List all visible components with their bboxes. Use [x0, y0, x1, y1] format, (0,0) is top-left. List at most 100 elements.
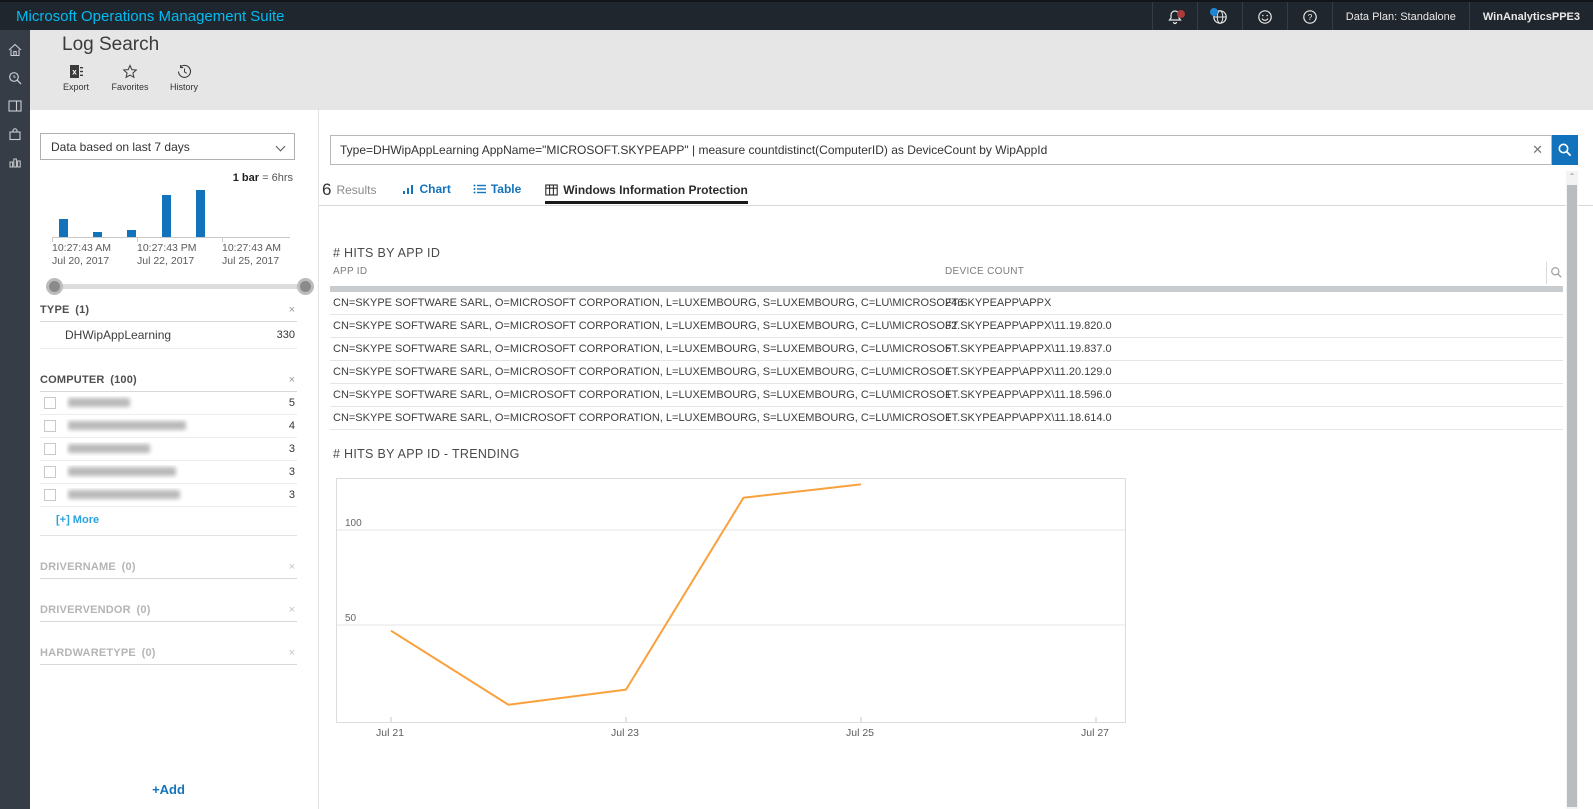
app-id-cell: CN=SKYPE SOFTWARE SARL, O=MICROSOFT CORP… [333, 389, 1112, 401]
close-icon[interactable]: × [288, 604, 295, 616]
redacted-computer-name [68, 490, 180, 499]
table-row[interactable]: CN=SKYPE SOFTWARE SARL, O=MICROSOFT CORP… [330, 315, 1563, 338]
globe-icon [1209, 8, 1229, 26]
filter-sections: TYPE (1) × DHWipAppLearning 330 COMPUTER (10… [40, 296, 297, 665]
search-button[interactable] [1552, 135, 1578, 165]
tab-wip-label: Windows Information Protection [563, 183, 748, 197]
table-search-icon[interactable] [1550, 266, 1563, 284]
tab-chart[interactable]: Chart [402, 182, 451, 198]
slider-handle-left[interactable] [46, 278, 63, 295]
scrollbar-thumb[interactable] [1567, 185, 1577, 807]
sidebar-item-dashboard[interactable] [0, 92, 30, 120]
checkbox[interactable] [44, 466, 56, 478]
filter-row[interactable]: 3 [40, 461, 297, 484]
close-icon[interactable]: × [288, 304, 295, 316]
table-row[interactable]: CN=SKYPE SOFTWARE SARL, O=MICROSOFT CORP… [330, 338, 1563, 361]
checkbox[interactable] [44, 489, 56, 501]
notification-badge [1176, 10, 1185, 18]
page-title: Log Search [62, 34, 160, 55]
bar-legend-rest: = 6hrs [262, 172, 293, 184]
x-axis-label: Jul 21 [375, 727, 405, 739]
column-header-app-id[interactable]: APP ID [333, 266, 368, 277]
histogram-bar[interactable] [196, 190, 205, 237]
trending-chart-title: # HITS BY APP ID - TRENDING [333, 447, 520, 461]
history-button[interactable]: History [162, 64, 206, 92]
favorites-button[interactable]: Favorites [108, 64, 152, 92]
column-header-device-count[interactable]: DEVICE COUNT [945, 266, 1025, 277]
globe-badge [1209, 8, 1218, 16]
add-filter-button[interactable]: +Add [152, 782, 185, 797]
header-separator [1546, 262, 1547, 284]
slider-handle-right[interactable] [297, 278, 314, 295]
feedback-button[interactable] [1241, 2, 1287, 32]
globe-button[interactable] [1196, 2, 1242, 32]
filter-value-label: DHWipAppLearning [65, 328, 172, 342]
x-axis-label: Jul 25 [845, 727, 875, 739]
table-horizontal-scrollbar[interactable] [330, 286, 1563, 292]
table-row[interactable]: CN=SKYPE SOFTWARE SARL, O=MICROSOFT CORP… [330, 384, 1563, 407]
filter-row[interactable]: 3 [40, 484, 297, 507]
sidebar-item-log-search[interactable] [0, 64, 30, 92]
filter-value-label [66, 442, 289, 456]
time-scope-dropdown[interactable]: Data based on last 7 days [40, 133, 295, 160]
search-query-input[interactable]: Type=DHWipAppLearning AppName="MICROSOFT… [340, 143, 1048, 157]
checkbox[interactable] [44, 443, 56, 455]
checkbox[interactable] [44, 420, 56, 432]
y-axis-label-100: 100 [345, 518, 362, 529]
time-histogram[interactable] [52, 185, 290, 238]
close-icon[interactable]: × [288, 561, 295, 573]
star-icon [122, 64, 138, 79]
vertical-scrollbar[interactable]: ⌃ [1566, 171, 1578, 809]
filter-value-count: 3 [288, 443, 295, 455]
histogram-bar[interactable] [162, 195, 171, 237]
histogram-axis-label: 10:27:43 PM Jul 22, 2017 [137, 242, 197, 267]
clear-search-icon[interactable]: ✕ [1532, 142, 1543, 157]
trending-line-chart-svg [337, 483, 1125, 722]
table-row[interactable]: CN=SKYPE SOFTWARE SARL, O=MICROSOFT CORP… [330, 292, 1563, 315]
scroll-up-arrow[interactable]: ⌃ [1568, 172, 1576, 181]
app-id-cell: CN=SKYPE SOFTWARE SARL, O=MICROSOFT CORP… [333, 297, 1052, 309]
histogram-axis-label: 10:27:43 AM Jul 20, 2017 [52, 242, 111, 267]
favorites-label: Favorites [111, 82, 149, 92]
filter-row[interactable]: 4 [40, 415, 297, 438]
histogram-bar[interactable] [59, 219, 68, 237]
tab-windows-information-protection[interactable]: Windows Information Protection [545, 183, 748, 204]
workspace-name[interactable]: WinAnalyticsPPE3 [1468, 2, 1593, 32]
close-icon[interactable]: × [288, 374, 295, 386]
device-count-cell: 1 [945, 389, 952, 401]
histogram-bar[interactable] [93, 232, 102, 237]
data-plan-label[interactable]: Data Plan: Standalone [1331, 2, 1469, 32]
filter-panel: Data based on last 7 days 1 bar = 6hrs T… [30, 110, 314, 809]
filter-row[interactable]: 5 [40, 392, 297, 415]
filter-value-count: 3 [288, 489, 295, 501]
time-range-slider[interactable] [46, 278, 314, 295]
export-button[interactable]: x Export [54, 64, 98, 92]
search-bar[interactable]: Type=DHWipAppLearning AppName="MICROSOFT… [330, 135, 1552, 165]
table-row[interactable]: CN=SKYPE SOFTWARE SARL, O=MICROSOFT CORP… [330, 407, 1563, 430]
hits-table-title: # HITS BY APP ID [333, 246, 441, 260]
help-button[interactable]: ? [1286, 2, 1332, 32]
filter-section-title: DRIVERNAME (0) [40, 561, 136, 573]
filter-row[interactable]: 3 [40, 438, 297, 461]
notifications-button[interactable] [1151, 2, 1197, 32]
redacted-computer-name [68, 421, 186, 430]
redacted-computer-name [68, 444, 150, 453]
sidebar-item-solutions-gallery[interactable] [0, 120, 30, 148]
section-divider [40, 535, 297, 536]
app-title: Microsoft Operations Management Suite [16, 8, 285, 25]
checkbox[interactable] [44, 397, 56, 409]
topbar-right-cluster: ? Data Plan: Standalone WinAnalyticsPPE3 [1151, 2, 1593, 32]
tab-table[interactable]: Table [473, 182, 521, 198]
filter-value-count: 3 [288, 466, 295, 478]
filter-section-header-drivervendor: DRIVERVENDOR (0) × [40, 596, 297, 622]
close-icon[interactable]: × [288, 647, 295, 659]
sidebar-item-home[interactable] [0, 36, 30, 64]
tabs-divider [318, 205, 1593, 206]
more-link[interactable]: [+] More [56, 514, 100, 526]
filter-row[interactable]: DHWipAppLearning 330 [40, 322, 297, 349]
table-row[interactable]: CN=SKYPE SOFTWARE SARL, O=MICROSOFT CORP… [330, 361, 1563, 384]
excel-export-icon: x [69, 65, 83, 78]
sidebar-item-usage[interactable] [0, 148, 30, 176]
histogram-bar[interactable] [127, 230, 136, 237]
filter-section-header-computer: COMPUTER (100) × [40, 366, 297, 392]
